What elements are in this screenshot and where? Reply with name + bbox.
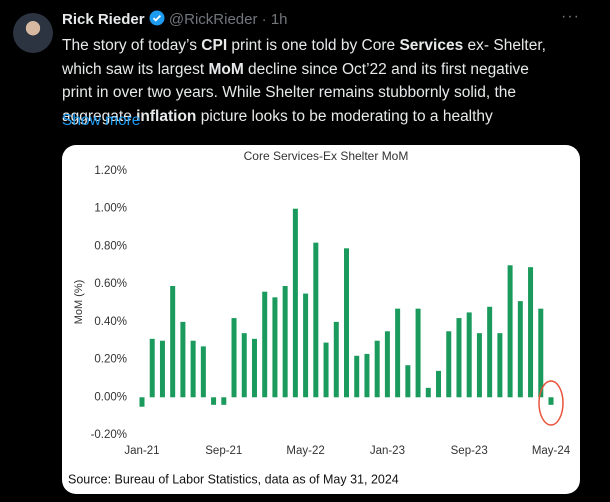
highlight-circle (538, 380, 564, 426)
y-tick-label: 1.00% (94, 203, 127, 215)
bar (425, 387, 431, 398)
y-tick-label: 1.20% (94, 165, 127, 177)
bar (251, 338, 257, 398)
bar (364, 353, 370, 398)
show-more[interactable]: Show more (62, 112, 141, 129)
bar (170, 286, 176, 398)
bar (374, 340, 380, 398)
bar (303, 293, 309, 398)
bar (262, 291, 268, 398)
x-tick-label: May-24 (532, 445, 571, 457)
bar (395, 308, 401, 398)
post-time[interactable]: · 1h (261, 11, 288, 28)
bar (323, 342, 329, 398)
source-note: Source: Bureau of Labor Statistics, data… (68, 472, 399, 486)
bar (507, 265, 513, 398)
text-segment: The story of today’s (62, 37, 202, 54)
tweet-text: The story of today’s CPI print is one to… (62, 34, 548, 128)
bar (436, 370, 442, 398)
bar (517, 301, 523, 398)
bar (313, 242, 319, 398)
bar (497, 333, 503, 398)
text-segment: Services (399, 37, 464, 54)
bar (548, 397, 554, 405)
bar (344, 248, 349, 398)
bar (139, 397, 145, 407)
text-segment: MoM (208, 60, 244, 78)
bar (241, 333, 247, 398)
y-tick-label: -0.20% (91, 429, 127, 441)
verified-badge (149, 10, 165, 26)
y-tick-label: 0.20% (94, 354, 127, 366)
bar (149, 338, 155, 398)
bar (405, 365, 411, 398)
bar (384, 331, 390, 398)
text-segment: CPI (201, 37, 228, 54)
bar (415, 308, 421, 398)
bar (487, 306, 493, 398)
bar (528, 267, 534, 398)
text-segment: print is one told by Core (227, 37, 400, 54)
author-name[interactable]: Rick Rieder (62, 11, 145, 28)
x-tick-label: May-22 (286, 445, 324, 457)
text-segment: decline since Oct’22 and its first negat… (62, 60, 529, 125)
bar (200, 346, 206, 398)
bar (231, 318, 237, 398)
avatar[interactable] (13, 13, 53, 53)
text-segment: ex- Shelter, which saw its largest (62, 37, 546, 78)
y-tick-label: 0.00% (94, 391, 127, 403)
x-tick-label: Sep-23 (451, 445, 488, 457)
bar (354, 355, 360, 398)
bar (446, 331, 452, 398)
author-handle[interactable]: @RickRieder (168, 11, 258, 28)
bar (333, 321, 339, 398)
y-tick-label: 0.80% (94, 240, 127, 252)
x-tick-label: Sep-21 (205, 445, 242, 457)
chart-card[interactable] (62, 145, 580, 494)
bar (456, 318, 462, 398)
bar (476, 333, 482, 398)
y-tick-label: 0.40% (94, 316, 127, 328)
x-tick-label: Jan-23 (370, 445, 405, 457)
more-menu[interactable]: ··· (561, 8, 580, 25)
bar (292, 208, 298, 398)
bar (190, 340, 196, 398)
y-tick-label: 0.60% (94, 278, 127, 290)
bar (282, 286, 288, 398)
bar (180, 321, 186, 398)
chart-title: Core Services-Ex Shelter MoM (244, 149, 409, 163)
bar (272, 297, 278, 398)
bar (221, 397, 227, 405)
text-segment: inflation (136, 107, 197, 125)
tweet-header: Rick Rieder @RickRieder · 1h (62, 10, 288, 28)
text-segment: picture looks to be moderating to a heal… (196, 107, 493, 125)
y-axis-label: MoM (%) (73, 280, 85, 325)
x-tick-label: Jan-21 (124, 445, 159, 457)
bar (211, 397, 217, 405)
bar (466, 312, 472, 398)
bar (538, 308, 544, 398)
bar (159, 340, 165, 398)
